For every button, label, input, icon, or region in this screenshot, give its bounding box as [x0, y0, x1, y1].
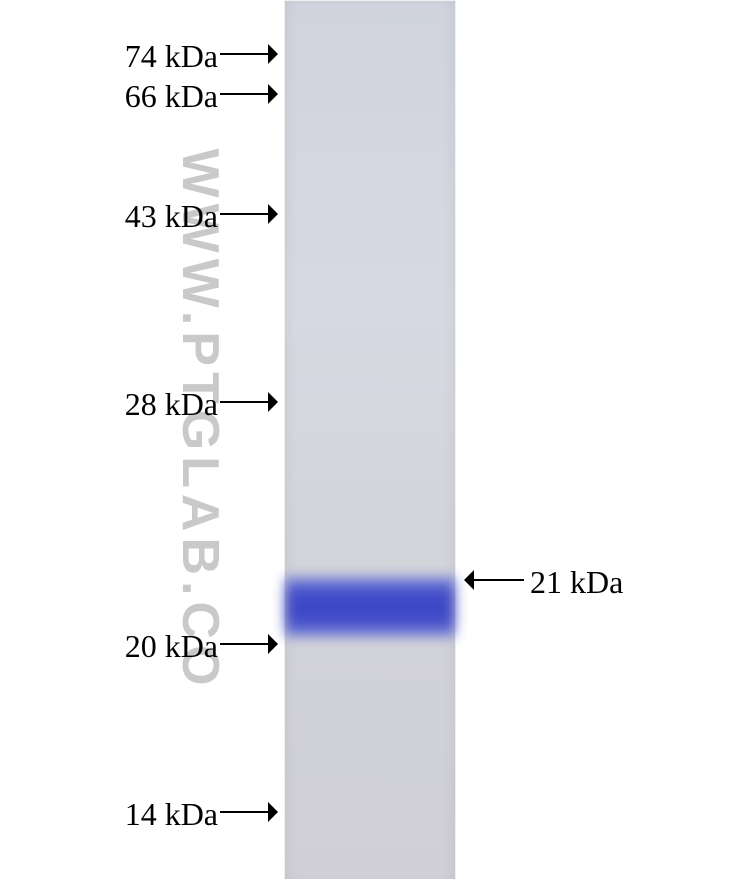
- arrow-right-icon: [220, 632, 278, 661]
- arrow-left-icon: [464, 568, 524, 597]
- marker-row: 74 kDa: [0, 36, 278, 76]
- gel-lane: [284, 0, 456, 879]
- arrow-right-icon: [220, 800, 278, 829]
- marker-label: 14 kDa: [78, 796, 218, 833]
- marker-row: 28 kDa: [0, 384, 278, 424]
- gel-figure: WWW.PTGLAB.CO 74 kDa 66 kDa 43 kDa 28 kD…: [0, 0, 740, 879]
- marker-label: 20 kDa: [78, 628, 218, 665]
- protein-band: [285, 577, 455, 637]
- marker-row: 43 kDa: [0, 196, 278, 236]
- marker-label: 66 kDa: [78, 78, 218, 115]
- arrow-right-icon: [220, 202, 278, 231]
- band-annotation: 21 kDa: [464, 562, 740, 602]
- band-annotation-label: 21 kDa: [530, 564, 623, 601]
- marker-row: 20 kDa: [0, 626, 278, 666]
- arrow-right-icon: [220, 42, 278, 71]
- marker-row: 14 kDa: [0, 794, 278, 834]
- marker-row: 66 kDa: [0, 76, 278, 116]
- arrow-right-icon: [220, 82, 278, 111]
- arrow-right-icon: [220, 390, 278, 419]
- marker-label: 43 kDa: [78, 198, 218, 235]
- marker-label: 28 kDa: [78, 386, 218, 423]
- gel-lane-background: [285, 1, 455, 879]
- marker-label: 74 kDa: [78, 38, 218, 75]
